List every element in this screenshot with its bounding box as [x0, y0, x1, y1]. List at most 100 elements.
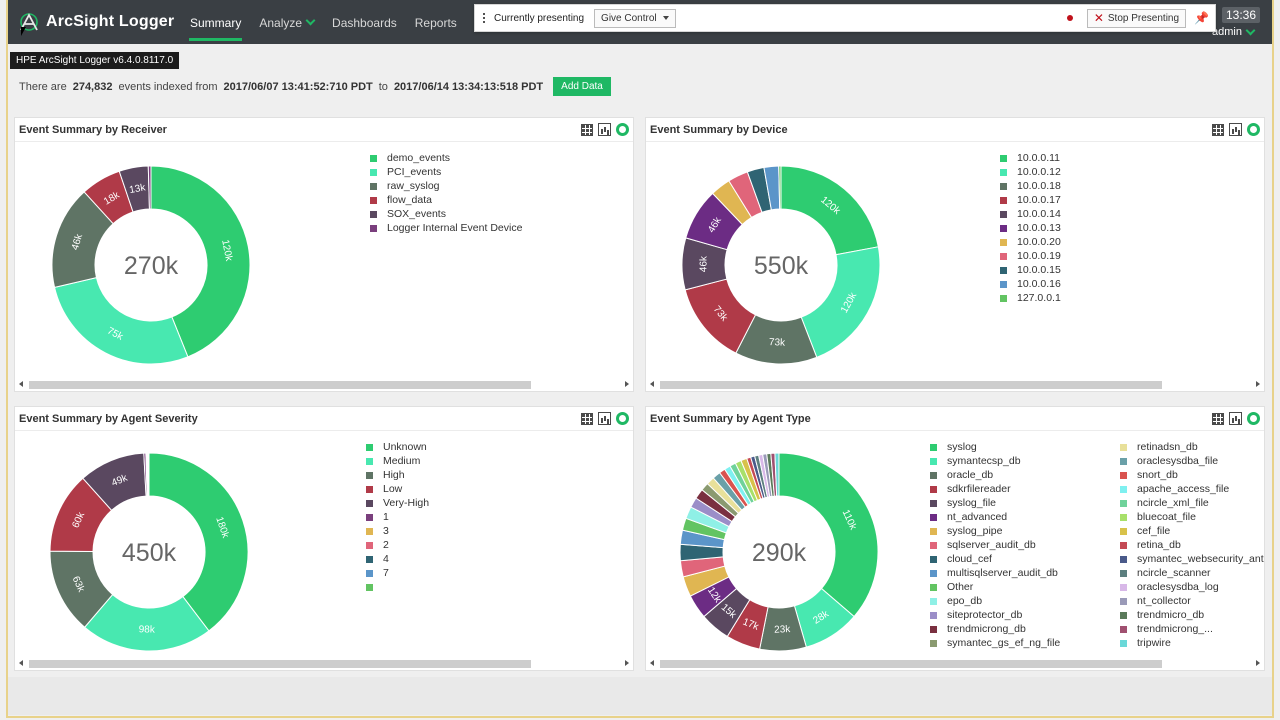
legend-item[interactable]: 10.0.0.18 [1000, 179, 1061, 193]
legend-item[interactable]: syslog [930, 440, 1060, 454]
bar-chart-icon[interactable] [598, 412, 611, 425]
legend-item[interactable]: trendmicrong_... [1120, 622, 1264, 636]
legend-item[interactable]: 10.0.0.16 [1000, 277, 1061, 291]
scroll-thumb[interactable] [29, 660, 531, 668]
donut-chart-icon[interactable] [1247, 412, 1260, 425]
legend-item[interactable]: flow_data [370, 193, 522, 207]
bar-chart-icon[interactable] [1229, 123, 1242, 136]
legend-item[interactable]: epo_db [930, 594, 1060, 608]
donut-slice[interactable] [150, 165, 251, 358]
horizontal-scrollbar[interactable] [19, 657, 629, 669]
scroll-left-icon[interactable] [19, 381, 23, 387]
legend-item[interactable]: symantec_websecurity_ant [1120, 552, 1264, 566]
app-logo[interactable]: ArcSight Logger [18, 11, 174, 33]
nav-item-summary[interactable]: Summary [181, 0, 250, 44]
legend-item[interactable]: Logger Internal Event Device [370, 221, 522, 235]
donut-chart-icon[interactable] [616, 412, 629, 425]
legend-item[interactable]: 1 [366, 510, 429, 524]
legend-item[interactable]: tripwire [1120, 636, 1264, 650]
donut-chart-icon[interactable] [1247, 123, 1260, 136]
legend-item[interactable]: 7 [366, 566, 429, 580]
legend-item[interactable]: 10.0.0.20 [1000, 235, 1061, 249]
legend-item[interactable]: siteprotector_db [930, 608, 1060, 622]
legend-item[interactable]: 10.0.0.14 [1000, 207, 1061, 221]
donut-slice[interactable] [778, 452, 879, 618]
grid-view-icon[interactable] [1212, 123, 1224, 136]
legend-item[interactable]: apache_access_file [1120, 482, 1264, 496]
scroll-right-icon[interactable] [625, 381, 629, 387]
bar-chart-icon[interactable] [598, 123, 611, 136]
scroll-thumb[interactable] [660, 381, 1162, 389]
legend-item[interactable]: 10.0.0.19 [1000, 249, 1061, 263]
legend-item[interactable]: symantecsp_db [930, 454, 1060, 468]
add-data-button[interactable]: Add Data [553, 77, 611, 96]
scroll-thumb[interactable] [660, 660, 1162, 668]
scroll-right-icon[interactable] [1256, 381, 1260, 387]
legend-item[interactable]: sqlserver_audit_db [930, 538, 1060, 552]
nav-item-dashboards[interactable]: Dashboards [323, 0, 406, 44]
donut-slice[interactable] [774, 452, 780, 497]
legend-item[interactable]: multisqlserver_audit_db [930, 566, 1060, 580]
legend-item[interactable]: demo_events [370, 151, 522, 165]
bar-chart-icon[interactable] [1229, 412, 1242, 425]
legend-item[interactable]: 10.0.0.11 [1000, 151, 1061, 165]
legend-item[interactable]: 10.0.0.12 [1000, 165, 1061, 179]
donut-slice[interactable] [778, 165, 782, 210]
nav-item-reports[interactable]: Reports [406, 0, 466, 44]
more-vert-icon[interactable] [483, 12, 485, 24]
grid-view-icon[interactable] [1212, 412, 1224, 425]
user-menu[interactable]: admin [1212, 25, 1256, 38]
legend-item[interactable]: Unknown [366, 440, 429, 454]
nav-item-analyze[interactable]: Analyze [250, 0, 323, 44]
legend-item[interactable]: 4 [366, 552, 429, 566]
legend-item[interactable]: 2 [366, 538, 429, 552]
legend-item[interactable]: cef_file [1120, 524, 1264, 538]
donut-chart-icon[interactable] [616, 123, 629, 136]
horizontal-scrollbar[interactable] [650, 378, 1260, 390]
horizontal-scrollbar[interactable] [650, 657, 1260, 669]
legend-item[interactable]: 127.0.0.1 [1000, 291, 1061, 305]
legend-item[interactable]: symantec_gs_ef_ng_file [930, 636, 1060, 650]
legend-item[interactable]: PCI_events [370, 165, 522, 179]
scroll-right-icon[interactable] [1256, 660, 1260, 666]
legend-item[interactable]: sdkrfilereader [930, 482, 1060, 496]
legend-item[interactable] [366, 580, 429, 594]
legend-item[interactable]: syslog_pipe [930, 524, 1060, 538]
legend-item[interactable]: 10.0.0.17 [1000, 193, 1061, 207]
legend-item[interactable]: oraclesysdba_log [1120, 580, 1264, 594]
scroll-left-icon[interactable] [650, 660, 654, 666]
scroll-track[interactable] [29, 381, 619, 389]
scroll-track[interactable] [660, 660, 1250, 668]
legend-item[interactable]: 10.0.0.15 [1000, 263, 1061, 277]
legend-item[interactable]: bluecoat_file [1120, 510, 1264, 524]
legend-item[interactable]: 3 [366, 524, 429, 538]
legend-item[interactable]: nt_advanced [930, 510, 1060, 524]
scroll-right-icon[interactable] [625, 660, 629, 666]
legend-item[interactable]: 10.0.0.13 [1000, 221, 1061, 235]
legend-item[interactable]: Other [930, 580, 1060, 594]
grid-view-icon[interactable] [581, 412, 593, 425]
grid-view-icon[interactable] [581, 123, 593, 136]
legend-item[interactable]: cloud_cef [930, 552, 1060, 566]
legend-item[interactable]: Medium [366, 454, 429, 468]
legend-item[interactable]: oraclesysdba_file [1120, 454, 1264, 468]
legend-item[interactable]: oracle_db [930, 468, 1060, 482]
legend-item[interactable]: nt_collector [1120, 594, 1264, 608]
legend-item[interactable]: raw_syslog [370, 179, 522, 193]
donut-slice[interactable] [148, 452, 249, 632]
legend-item[interactable]: ncircle_scanner [1120, 566, 1264, 580]
scroll-track[interactable] [660, 381, 1250, 389]
legend-item[interactable]: trendmicrong_db [930, 622, 1060, 636]
donut-slice[interactable] [147, 165, 152, 210]
give-control-select[interactable]: Give Control [594, 8, 676, 28]
scroll-thumb[interactable] [29, 381, 531, 389]
legend-item[interactable]: syslog_file [930, 496, 1060, 510]
legend-item[interactable]: Very-High [366, 496, 429, 510]
legend-item[interactable]: snort_db [1120, 468, 1264, 482]
scroll-track[interactable] [29, 660, 619, 668]
legend-item[interactable]: ncircle_xml_file [1120, 496, 1264, 510]
donut-slice[interactable] [800, 246, 881, 358]
horizontal-scrollbar[interactable] [19, 378, 629, 390]
legend-item[interactable]: High [366, 468, 429, 482]
legend-item[interactable]: retina_db [1120, 538, 1264, 552]
